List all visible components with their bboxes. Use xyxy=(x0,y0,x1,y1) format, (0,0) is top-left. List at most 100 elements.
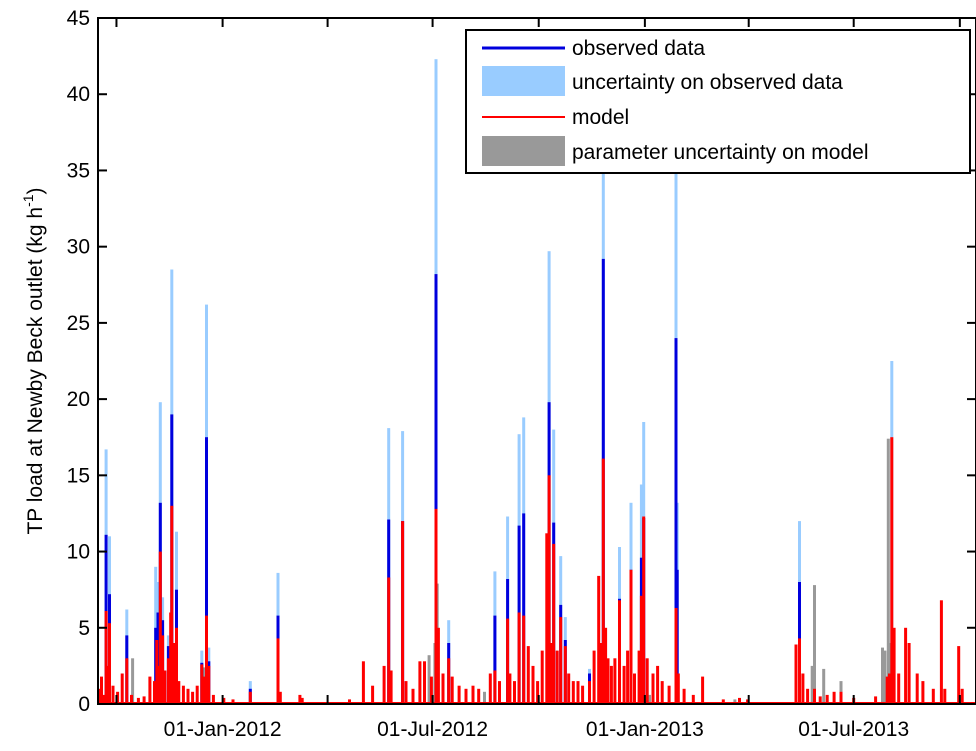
model-bar xyxy=(626,650,630,704)
y-tick-label: 20 xyxy=(67,388,90,411)
model-bar xyxy=(567,673,571,704)
model-bar xyxy=(888,673,891,704)
y-tick-label: 45 xyxy=(67,7,90,30)
model-bar xyxy=(588,681,591,704)
model-bar xyxy=(801,673,805,704)
model-bar xyxy=(613,658,617,704)
y-axis-label-superscript: -1 xyxy=(20,194,36,207)
model-bar xyxy=(498,681,501,704)
model-bar xyxy=(177,681,181,704)
model-bar xyxy=(609,665,613,704)
model-bar xyxy=(597,575,601,704)
model-uncertainty-bar xyxy=(131,658,135,704)
model-bar xyxy=(276,638,280,704)
model-bar xyxy=(142,696,146,704)
legend-label-observed: observed data xyxy=(572,37,705,60)
y-axis: 0 5 10 15 20 25 30 35 40 45 xyxy=(67,7,976,716)
model-bars xyxy=(97,437,976,704)
model-bar xyxy=(418,661,422,704)
model-bar xyxy=(278,691,282,704)
x-tick-label: 01-Jan-2013 xyxy=(586,718,704,741)
model-bar xyxy=(599,643,603,704)
model-bar xyxy=(931,688,935,704)
model-bar xyxy=(401,521,405,704)
model-bar xyxy=(222,697,226,704)
model-bar xyxy=(939,600,943,704)
model-bar xyxy=(155,640,159,704)
model-bar xyxy=(885,676,889,704)
model-bar xyxy=(642,516,646,704)
y-axis-label-close: ) xyxy=(24,187,47,194)
legend-swatch-model-uncertainty xyxy=(482,136,565,166)
model-bar xyxy=(211,694,215,704)
model-bar xyxy=(102,694,106,704)
model-bar xyxy=(832,691,836,704)
model-bar xyxy=(531,665,535,704)
model-bar xyxy=(447,658,451,704)
model-bar xyxy=(691,694,695,704)
model-bar xyxy=(563,646,567,704)
y-tick-label: 0 xyxy=(78,693,90,716)
model-bar xyxy=(897,673,901,704)
model-bar xyxy=(298,694,302,704)
model-bar xyxy=(166,658,170,704)
model-bar xyxy=(195,685,199,704)
model-bar xyxy=(116,691,120,704)
model-bar xyxy=(656,665,660,704)
model-bar xyxy=(667,685,671,704)
model-bar xyxy=(111,685,115,704)
y-tick-label: 40 xyxy=(67,83,90,106)
model-bar xyxy=(148,676,152,704)
y-tick-label: 35 xyxy=(67,159,90,182)
model-bar xyxy=(108,623,111,704)
model-bar xyxy=(371,685,375,704)
model-bar xyxy=(943,688,947,704)
model-bar xyxy=(682,688,686,704)
model-bar xyxy=(97,688,101,704)
model-bar xyxy=(506,618,510,704)
model-bar xyxy=(547,475,551,704)
observed-data-bar xyxy=(493,615,497,704)
model-bar xyxy=(429,676,433,704)
legend-label-model-uncertainty: parameter uncertainty on model xyxy=(572,141,869,164)
observed-data-bar xyxy=(522,513,526,704)
model-bar xyxy=(450,676,454,704)
model-uncertainty-bar xyxy=(813,585,816,704)
legend: observed data uncertainty on observed da… xyxy=(465,29,971,174)
model-bar xyxy=(493,670,497,704)
model-bar xyxy=(798,638,801,704)
model-uncertainty-bar xyxy=(427,655,431,704)
model-bar xyxy=(549,643,553,704)
model-bar xyxy=(205,615,208,704)
model-bar xyxy=(158,551,162,704)
model-bar xyxy=(130,694,133,704)
model-uncertainty-bar xyxy=(648,694,651,704)
model-bar xyxy=(404,681,408,704)
model-bar xyxy=(559,617,563,704)
model-bar xyxy=(618,600,621,704)
model-bar xyxy=(181,685,185,704)
x-tick-label: 01-Jan-2012 xyxy=(164,718,282,741)
model-bar xyxy=(604,627,608,704)
model-bar xyxy=(488,673,492,704)
model-bar xyxy=(907,643,911,704)
model-bar xyxy=(818,696,822,704)
model-bar xyxy=(161,635,165,704)
model-bar xyxy=(645,658,649,704)
y-axis-label-main: TP load at Newby Beck outlet (kg h xyxy=(24,207,47,535)
model-bar xyxy=(202,676,206,704)
y-tick-label: 30 xyxy=(67,236,90,259)
model-bar xyxy=(382,665,386,704)
model-bar xyxy=(191,691,195,704)
model-bar xyxy=(441,673,445,704)
model-bar xyxy=(361,661,365,704)
legend-label-model: model xyxy=(572,106,629,129)
y-tick-label: 10 xyxy=(67,541,90,564)
model-bar xyxy=(120,673,124,704)
model-bar xyxy=(457,685,461,704)
model-bar xyxy=(231,699,235,704)
model-bar xyxy=(555,650,559,704)
model-bar xyxy=(522,615,526,704)
model-bar xyxy=(960,688,964,704)
